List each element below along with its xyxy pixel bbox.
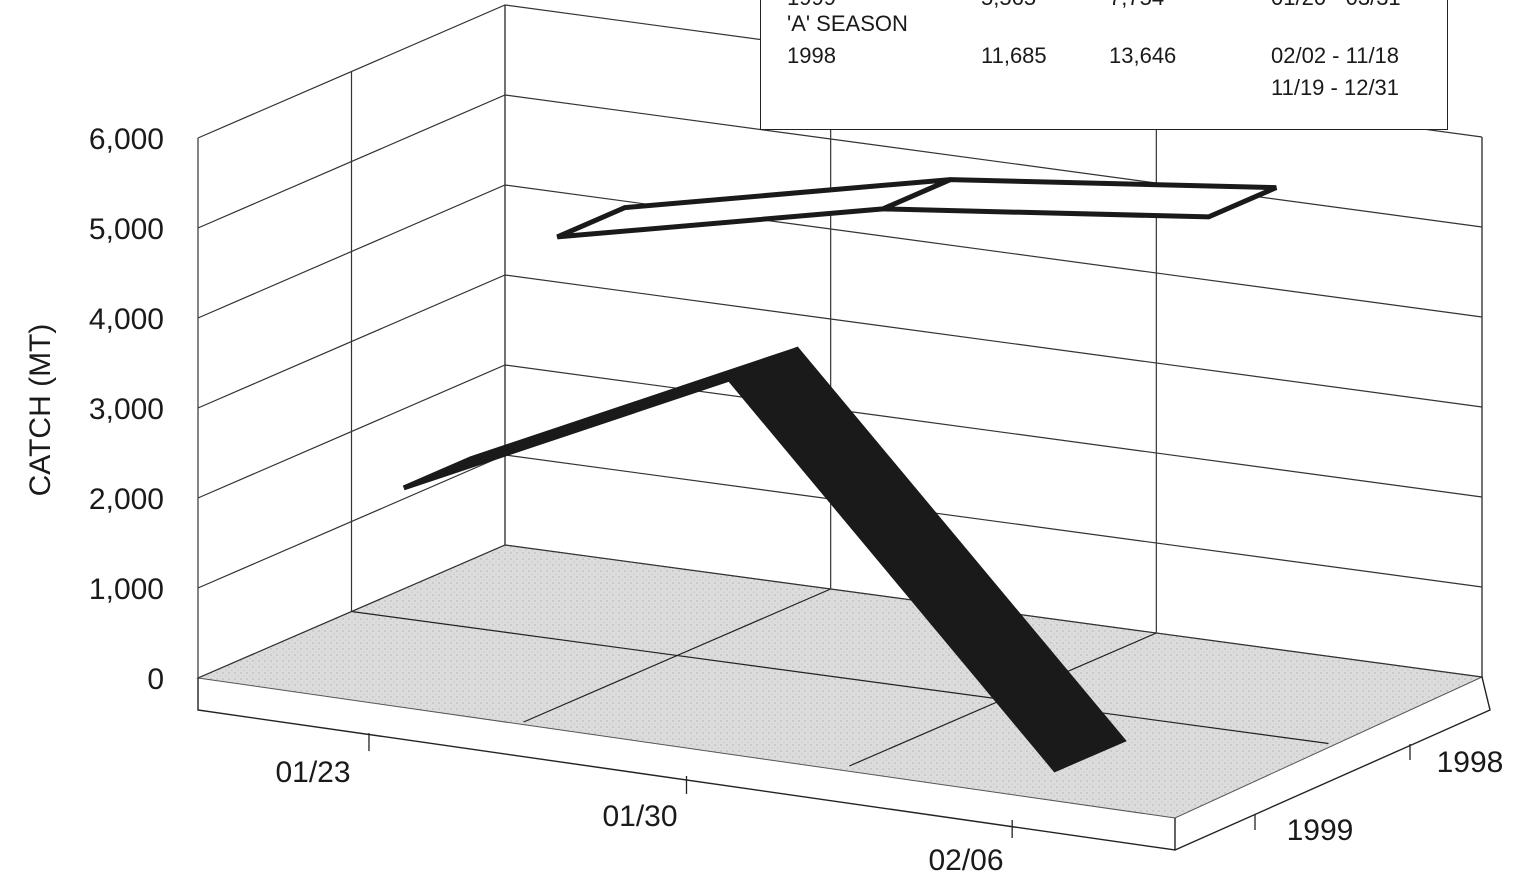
legend-row-1998-year: 1998 [787,43,836,68]
floor-grid-line-depth [351,610,1329,745]
y-tick-label-1: 1,000 [89,573,164,606]
legend-row-1999-year: 1999 [787,0,836,11]
series-1998-segment-1 [882,177,1278,220]
legend-row-1999-dates: 01/20 - 03/31 [1271,0,1401,11]
y-axis-ticks: 0 1,000 2,000 3,000 4,000 5,000 6,000 [89,123,164,696]
series-1999-segment-1 [725,346,1127,773]
legend-row-1998-value-1: 11,685 [981,43,1047,68]
depth-label-1999: 1999 [1287,814,1354,847]
x-category-label-0: 01/23 [275,756,350,789]
series-1999-segment-0 [402,347,798,491]
y-tick-label-5: 5,000 [89,213,164,246]
y-tick-label-0: 0 [147,663,164,696]
legend-row-1999-value-2: 7,754 [1109,0,1164,11]
series-layer [402,177,1278,773]
y-tick-label-6: 6,000 [89,123,164,156]
y-tick-label-2: 2,000 [89,483,164,516]
legend-row-1999: 1999 5,565 7,754 01/20 - 03/31 [761,0,1447,11]
legend-row-1998-extra: 11/19 - 12/31 [761,75,1447,101]
legend-row-1998: 1998 11,685 13,646 02/02 - 11/18 [761,43,1447,69]
legend-row-1999-value-1: 5,565 [981,0,1036,11]
wall-gridline-3 [197,274,1483,409]
legend-row-1998-dates-2: 11/19 - 12/31 [1271,75,1400,100]
series-1999 [402,346,1127,773]
legend-row-1998-dates: 02/02 - 11/18 [1271,43,1400,68]
depth-labels: 1999 1998 [1254,744,1504,847]
legend-box: 1999 5,565 7,754 01/20 - 03/31 'A' SEASO… [760,0,1448,130]
chart-floor [196,544,1484,819]
y-axis-label: CATCH (MT) [24,324,57,497]
y-tick-label-3: 3,000 [89,393,164,426]
base-frame-right [1174,676,1491,851]
x-category-label-1: 01/30 [602,800,677,833]
base-ticks [368,733,1013,838]
series-1998 [556,177,1278,240]
legend-row-1998-value-2: 13,646 [1109,43,1177,68]
y-tick-label-4: 4,000 [89,303,164,336]
x-category-label-2: 02/06 [928,844,1003,877]
category-labels: 01/23 01/30 02/06 [275,756,1003,877]
legend-row-a-season: 'A' SEASON [761,11,1447,37]
legend-a-season-label: 'A' SEASON [787,11,908,36]
depth-label-1998: 1998 [1437,746,1504,779]
